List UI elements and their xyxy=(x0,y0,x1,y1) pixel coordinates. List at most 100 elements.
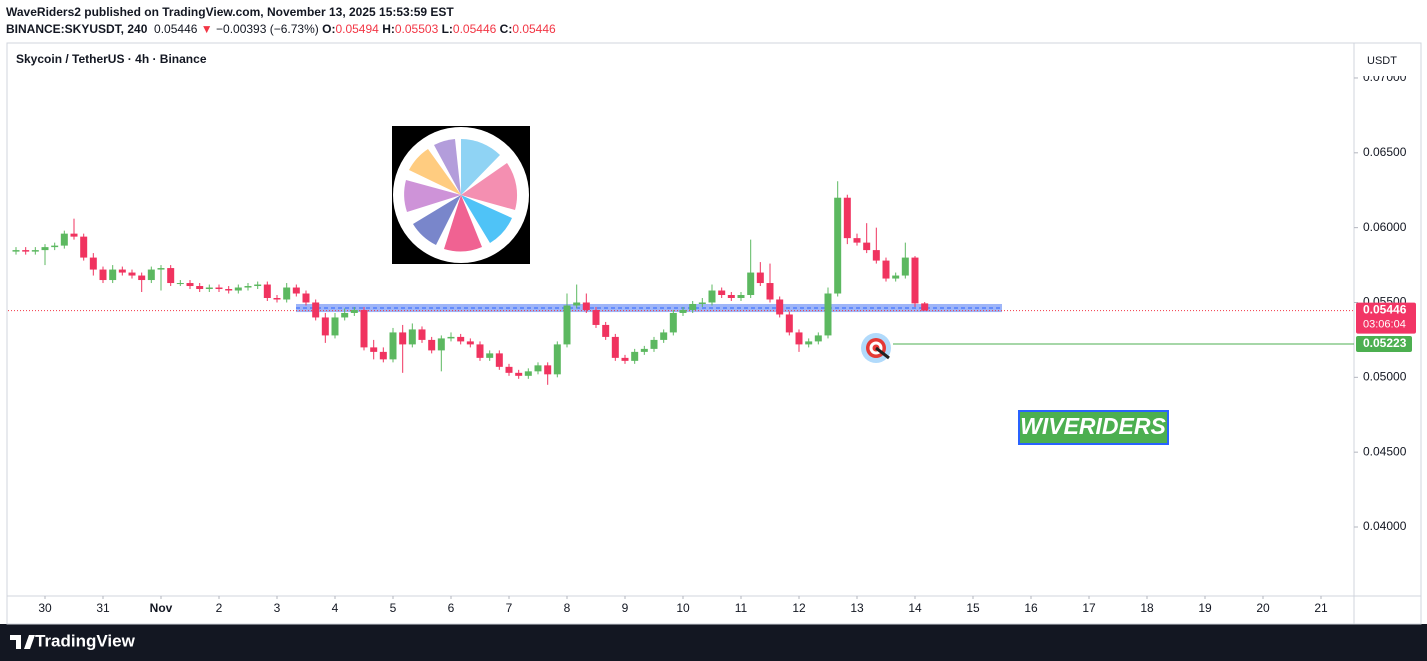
x-tick-label: 20 xyxy=(1256,601,1270,615)
candle-body xyxy=(872,250,880,261)
candle-body xyxy=(911,257,919,304)
candle-body xyxy=(22,250,30,252)
candle-body xyxy=(505,366,513,373)
candle-body xyxy=(321,317,329,336)
candle-body xyxy=(727,295,735,298)
candle-body xyxy=(573,302,581,306)
candle-body xyxy=(302,293,310,303)
candle-body xyxy=(283,287,291,300)
x-tick-label: 17 xyxy=(1082,601,1096,615)
x-tick-label: 16 xyxy=(1024,601,1038,615)
candle-body xyxy=(534,365,542,372)
candle-body xyxy=(147,269,155,281)
candle-body xyxy=(89,257,97,270)
candle-body xyxy=(814,335,822,342)
down-arrow: ▼ xyxy=(200,22,213,36)
x-tick-label: 5 xyxy=(390,601,397,615)
last-price-label: 0.05446 xyxy=(1363,303,1407,317)
x-tick-label: 19 xyxy=(1198,601,1212,615)
candle-body xyxy=(292,287,300,294)
candle-body xyxy=(360,309,368,348)
candle-body xyxy=(225,289,233,291)
unit-box xyxy=(1357,46,1417,76)
target-price-box xyxy=(1356,335,1412,352)
candle-body xyxy=(631,351,639,361)
symbol: BINANCE:SKYUSDT, 240 xyxy=(6,22,148,36)
publish-line: WaveRiders2 published on TradingView.com… xyxy=(6,4,556,21)
candle-body xyxy=(669,312,677,333)
candle-body xyxy=(708,290,716,303)
candle-body xyxy=(447,336,455,339)
change: −0.00393 (−6.73%) xyxy=(216,22,319,36)
candle-body xyxy=(31,250,39,252)
candle-body xyxy=(457,336,465,342)
candle-body xyxy=(602,324,610,337)
candle-body xyxy=(495,353,503,367)
candle-body xyxy=(689,303,697,310)
h-value: 0.05503 xyxy=(394,22,439,36)
candle-body xyxy=(766,283,774,300)
x-tick-label: 9 xyxy=(622,601,629,615)
watermark-box xyxy=(1018,410,1169,445)
y-tick-label: 0.06000 xyxy=(1363,220,1407,234)
candle-body xyxy=(650,339,658,349)
candle-body xyxy=(476,344,484,358)
candle-body xyxy=(128,272,136,276)
quote-line: BINANCE:SKYUSDT, 240 0.05446 ▼ −0.00393 … xyxy=(6,21,556,38)
footer-logo xyxy=(10,635,35,649)
candle-body xyxy=(892,275,900,279)
candle-body xyxy=(824,293,832,336)
candle-body xyxy=(466,341,474,345)
candle-body xyxy=(157,268,165,270)
logo-image xyxy=(392,126,530,264)
candle-body xyxy=(138,275,146,281)
candle-body xyxy=(843,197,851,239)
candle-body xyxy=(186,283,194,287)
candle-body xyxy=(109,269,117,281)
target-icon xyxy=(861,333,891,363)
x-tick-label: 11 xyxy=(735,601,748,615)
candle-body xyxy=(853,238,861,243)
x-tick-label: 10 xyxy=(676,601,690,615)
candle-body xyxy=(273,297,281,300)
x-tick-label: 18 xyxy=(1140,601,1154,615)
candle-body xyxy=(41,247,49,251)
x-tick-label: 21 xyxy=(1314,601,1328,615)
c-label: C: xyxy=(499,22,513,36)
candle-body xyxy=(553,344,561,375)
candle-body xyxy=(379,351,387,360)
candle-body xyxy=(524,371,532,376)
candle-body xyxy=(486,353,494,358)
candle-body xyxy=(640,348,648,352)
x-tick-label: 13 xyxy=(850,601,864,615)
x-tick-label: 3 xyxy=(274,601,281,615)
candle-body xyxy=(312,302,320,318)
watermark: WIVERIDERS xyxy=(1020,413,1166,439)
candle-body xyxy=(418,329,426,340)
candle-body xyxy=(592,309,600,325)
candle-body xyxy=(205,287,213,290)
candle-body xyxy=(785,314,793,333)
x-tick-label: Nov xyxy=(150,601,173,615)
candle-body xyxy=(863,242,871,251)
l-label: L: xyxy=(441,22,453,36)
candle-body xyxy=(582,302,590,310)
candle-body xyxy=(834,197,842,294)
x-tick-label: 15 xyxy=(966,601,980,615)
candle-body xyxy=(901,257,909,276)
candle-body xyxy=(399,332,407,345)
publish-text: WaveRiders2 published on TradingView.com… xyxy=(6,5,454,19)
o-label: O: xyxy=(322,22,336,36)
c-value: 0.05446 xyxy=(512,22,556,36)
candle-body xyxy=(747,272,755,296)
candle-body xyxy=(621,357,629,361)
candle-body xyxy=(805,341,813,345)
y-tick-label: 0.05000 xyxy=(1363,369,1407,383)
footer-brand: TradingView xyxy=(35,631,136,650)
x-tick-label: 8 xyxy=(564,601,571,615)
candle-body xyxy=(698,302,706,304)
candle-body xyxy=(437,338,445,351)
candle-body xyxy=(718,290,726,296)
candle-body xyxy=(882,260,890,279)
